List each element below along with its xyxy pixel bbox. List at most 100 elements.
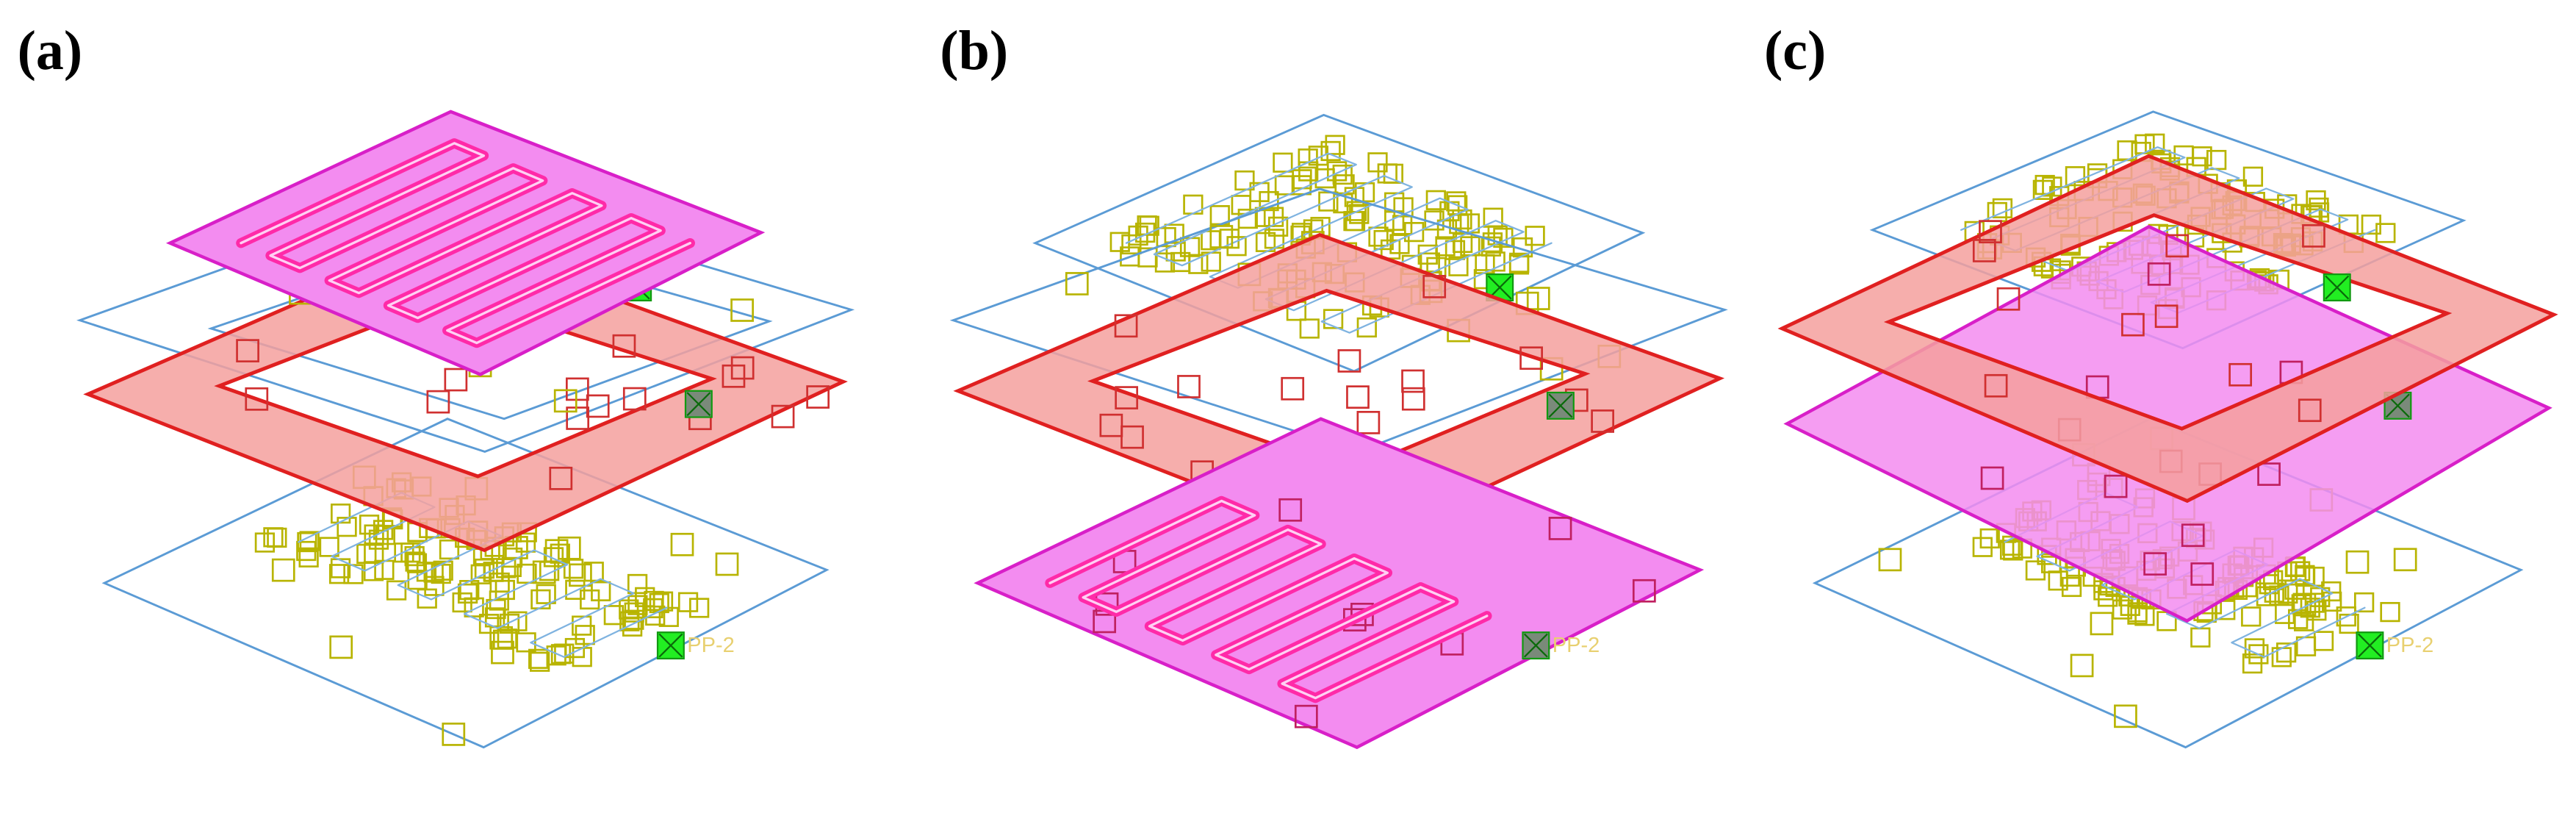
marker-square (2090, 612, 2114, 636)
marker-square (2173, 145, 2194, 166)
marker-square (550, 543, 570, 564)
marker-square (457, 583, 478, 604)
marker-square (2276, 642, 2297, 663)
marker-square (1485, 251, 1505, 272)
marker-square (517, 563, 537, 584)
marker-square (2309, 197, 2329, 218)
marker-square (364, 543, 384, 565)
marker-square (1115, 386, 1139, 409)
layer-magenta (974, 417, 1705, 750)
marker-square (586, 394, 610, 418)
marker-square (1099, 413, 1123, 437)
layer-outline (1032, 113, 1646, 373)
marker-square (1065, 272, 1089, 296)
marker-square (2154, 304, 2179, 329)
marker-square (1972, 239, 1996, 262)
marker-square (670, 532, 694, 556)
probe-label: PP-2 (687, 634, 735, 657)
marker-square (1367, 152, 1388, 173)
marker-square (722, 364, 746, 388)
probe-cross (658, 633, 683, 658)
marker-square (553, 389, 578, 413)
marker-square (543, 547, 564, 567)
marker-square (271, 558, 295, 582)
marker-square (2121, 312, 2145, 337)
coil (240, 142, 691, 345)
marker-square (715, 552, 739, 576)
marker-square (806, 385, 830, 409)
marker-square (1326, 161, 1348, 182)
marker-square (622, 616, 643, 637)
marker-square (1591, 409, 1614, 433)
marker-square (566, 377, 589, 401)
marker-square (2257, 462, 2281, 486)
marker-square (1263, 207, 1284, 227)
marker-square (1383, 163, 1403, 184)
marker-square (730, 356, 755, 380)
marker-square (331, 504, 351, 524)
marker-square (2165, 234, 2190, 258)
marker-square (2112, 599, 2133, 620)
marker-square (1274, 175, 1295, 196)
marker-square (356, 543, 377, 564)
marker-square (2025, 560, 2046, 581)
marker-square (2354, 592, 2375, 613)
marker-square (2059, 566, 2080, 587)
layer-outline (949, 187, 1728, 453)
marker-square (254, 532, 276, 553)
marker-square (1343, 211, 1364, 232)
marker-square (1299, 318, 1320, 339)
marker-square (2242, 166, 2264, 187)
marker-square (2393, 548, 2417, 572)
marker-square (236, 339, 259, 362)
marker-square (2061, 576, 2082, 598)
marker-square (2302, 224, 2325, 248)
coil (298, 492, 668, 658)
marker-square (1120, 425, 1144, 449)
marker-square (2345, 550, 2370, 574)
marker-square (1356, 410, 1381, 434)
marker-square (363, 561, 384, 581)
marker-square (529, 651, 550, 672)
marker-square (2190, 627, 2211, 648)
marker-square (1356, 317, 1377, 338)
marker-square (1135, 222, 1156, 243)
marker-square (572, 615, 592, 636)
marker-square (1401, 387, 1425, 411)
marker-square (1999, 540, 2021, 560)
marker-square (1996, 287, 2021, 311)
marker-square (1314, 168, 1335, 189)
marker-square (1209, 225, 1234, 248)
marker-square (1392, 215, 1413, 235)
marker-square (444, 368, 468, 392)
marker-square (566, 406, 590, 430)
marker-square (2248, 644, 2269, 665)
marker-square (474, 558, 495, 579)
layer-inner-edge (1087, 289, 1590, 473)
marker-square (386, 580, 407, 601)
marker-square (1444, 240, 1466, 260)
marker-square (494, 579, 515, 601)
marker-square (1519, 346, 1543, 370)
probe-cross (2325, 275, 2350, 300)
marker-square (1979, 220, 2002, 244)
marker-square (2306, 190, 2326, 211)
probe-cross (1523, 633, 1548, 658)
marker-square (1401, 369, 1425, 393)
marker-square (2290, 561, 2311, 581)
marker-square (337, 517, 357, 537)
marker-square (2114, 704, 2137, 728)
marker-square (536, 584, 556, 604)
marker-square (492, 629, 514, 650)
marker-square (1422, 274, 1447, 298)
marker-square (330, 558, 351, 579)
marker-square (591, 581, 611, 602)
marker-square (439, 539, 460, 560)
marker-square (2042, 176, 2062, 197)
marker-square (2375, 223, 2396, 243)
marker-square (1984, 373, 2008, 398)
marker-square (426, 390, 450, 414)
marker-square (497, 628, 517, 649)
marker-square (730, 298, 754, 322)
marker-square (1278, 498, 1303, 522)
